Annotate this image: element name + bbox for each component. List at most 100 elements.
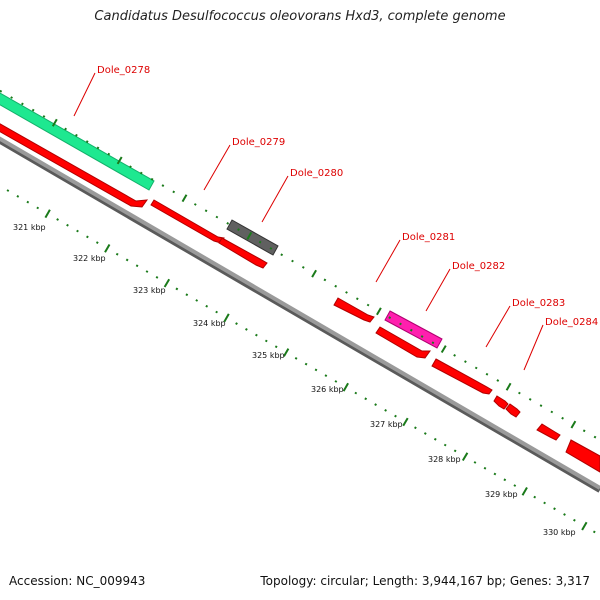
scale-track-minor-tick	[215, 310, 218, 314]
scale-track-minor-tick	[304, 362, 308, 366]
scale-track-minor-tick	[26, 200, 30, 204]
upper-track-minor-tick	[485, 372, 489, 376]
scale-track-minor-tick	[95, 241, 99, 245]
scale-track-minor-tick	[493, 472, 497, 476]
upper-tick-track	[0, 89, 597, 439]
upper-track-minor-tick	[75, 133, 78, 137]
scale-track-minor-tick	[6, 189, 10, 192]
cds-dole-0282[interactable]	[375, 326, 431, 359]
scale-label-329: 329 kbp	[485, 490, 518, 499]
upper-track-minor-tick	[431, 341, 435, 345]
scale-label-321: 321 kbp	[13, 223, 46, 232]
scale-label-330: 330 kbp	[543, 528, 576, 537]
gene-label-dole-0280[interactable]: Dole_0280	[290, 168, 343, 179]
upper-track-minor-tick	[464, 360, 467, 364]
scale-track-minor-tick	[195, 299, 199, 302]
scale-track-minor-tick	[364, 397, 368, 401]
trna-dole-0282[interactable]	[384, 310, 443, 349]
scale-track-minor-tick	[314, 368, 318, 372]
scale-track-minor-tick	[533, 495, 537, 499]
upper-track-minor-tick	[496, 379, 500, 382]
scale-track-minor-tick	[56, 218, 59, 221]
accession-text: Accession: NC_009943	[9, 574, 146, 588]
scale-label-328: 328 kbp	[428, 455, 461, 464]
scale-track-minor-tick	[324, 374, 328, 378]
upper-track-minor-tick	[399, 322, 402, 326]
cds-dole-0286[interactable]	[565, 439, 600, 473]
scale-track-minor-tick	[423, 432, 427, 435]
gene-label-leaders	[73, 72, 544, 371]
upper-track-minor-tick	[366, 303, 370, 307]
scale-label-322: 322 kbp	[73, 254, 106, 263]
upper-track-minor-tick	[269, 247, 273, 250]
cds-dole-0278[interactable]	[0, 121, 149, 208]
gene-label-dole-0278[interactable]: Dole_0278	[97, 65, 150, 76]
upper-track-minor-tick	[388, 316, 392, 320]
cds-dole-0283[interactable]	[431, 358, 493, 395]
scale-track-minor-tick	[573, 518, 576, 522]
upper-track-minor-tick	[291, 259, 294, 263]
scale-track-minor-tick	[155, 275, 159, 279]
gene-label-dole-0284[interactable]: Dole_0284	[545, 317, 598, 328]
gene-label-dole-0282[interactable]: Dole_0282	[452, 261, 505, 272]
scale-track-major-tick	[223, 313, 230, 323]
cds-dole-0281[interactable]	[333, 297, 375, 323]
leader-dole-0282	[425, 268, 451, 312]
cds-dole-0280[interactable]	[218, 237, 268, 269]
scale-track-minor-tick	[66, 223, 69, 227]
scale-track-minor-tick	[36, 206, 40, 210]
upper-track-minor-tick	[539, 404, 543, 408]
map-title: Candidatus Desulfococcus oleovorans Hxd3…	[94, 9, 506, 24]
upper-track-minor-tick	[64, 127, 67, 131]
upper-track-minor-tick	[258, 240, 262, 244]
cds-dole-0284-a[interactable]	[493, 395, 509, 410]
upper-track-major-tick	[505, 382, 512, 391]
scale-track-major-tick	[283, 348, 290, 357]
upper-track-minor-tick	[561, 416, 564, 420]
upper-track-minor-tick	[96, 146, 100, 150]
scale-track-minor-tick	[553, 507, 556, 511]
upper-track-major-tick	[440, 345, 447, 354]
upper-track-minor-tick	[334, 284, 338, 288]
scale-track-major-tick	[44, 209, 51, 219]
scale-track-major-tick	[461, 452, 469, 462]
upper-track-minor-tick	[323, 278, 327, 282]
upper-track-minor-tick	[474, 366, 478, 370]
topology-stats-text: Topology: circular; Length: 3,944,167 bp…	[260, 574, 590, 588]
pseudogene-dole-0280[interactable]	[226, 219, 279, 256]
upper-track-major-tick	[311, 269, 317, 278]
cds-dole-0284-b[interactable]	[505, 403, 521, 418]
upper-track-major-tick	[246, 231, 253, 240]
upper-track-minor-tick	[409, 328, 413, 332]
upper-track-major-tick	[570, 420, 577, 429]
gene-label-dole-0283[interactable]: Dole_0283	[512, 298, 565, 309]
scale-track-minor-tick	[354, 391, 358, 395]
leader-dole-0283	[485, 305, 511, 348]
leader-dole-0281	[375, 239, 401, 283]
upper-track-minor-tick	[21, 102, 24, 106]
scale-track-minor-tick	[255, 333, 258, 337]
scale-track-minor-tick	[135, 264, 139, 268]
scale-track-minor-tick	[86, 235, 89, 239]
scale-track-minor-tick	[245, 328, 248, 331]
scale-label-327: 327 kbp	[370, 420, 403, 429]
gene-label-dole-0281[interactable]: Dole_0281	[402, 232, 455, 243]
scale-track-minor-tick	[443, 443, 447, 447]
cds-dole-0285[interactable]	[536, 423, 561, 441]
upper-track-minor-tick	[550, 410, 554, 414]
upper-track-minor-tick	[582, 429, 586, 433]
rrna-feature[interactable]	[0, 92, 155, 191]
upper-track-minor-tick	[107, 152, 111, 156]
upper-track-minor-tick	[0, 89, 3, 93]
upper-track-minor-tick	[129, 165, 132, 169]
leader-dole-0280	[261, 175, 289, 223]
scale-track-minor-tick	[592, 530, 596, 534]
scale-tick-track	[6, 189, 596, 534]
scale-track-minor-tick	[115, 252, 119, 256]
scale-track-minor-tick	[414, 426, 417, 430]
scale-track-major-tick	[342, 382, 349, 392]
gene-label-dole-0279[interactable]: Dole_0279	[232, 137, 285, 148]
upper-track-minor-tick	[301, 265, 305, 269]
scale-track-minor-tick	[374, 403, 377, 406]
